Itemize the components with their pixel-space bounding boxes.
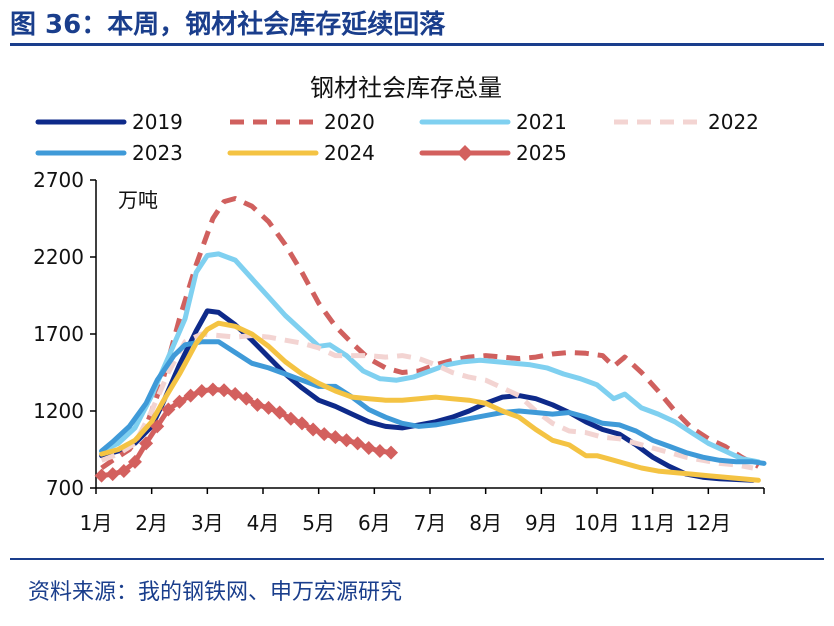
data-point-2025 bbox=[172, 394, 187, 409]
source-note: 资料来源：我的钢铁网、申万宏源研究 bbox=[28, 580, 403, 605]
x-tick-label: 10月 bbox=[574, 511, 619, 535]
legend-item-2023: 2023 bbox=[35, 141, 183, 165]
data-point-2025 bbox=[194, 383, 209, 398]
legend-item-2024: 2024 bbox=[227, 141, 375, 165]
data-point-2025 bbox=[261, 400, 276, 415]
x-tick-label: 1月 bbox=[80, 511, 113, 535]
legend-label: 2021 bbox=[516, 110, 567, 134]
data-point-2025 bbox=[150, 419, 165, 434]
series-line-2021 bbox=[99, 251, 761, 465]
x-tick-label: 4月 bbox=[247, 511, 280, 535]
data-point-2025 bbox=[328, 430, 343, 445]
unit-label: 万吨 bbox=[118, 188, 158, 212]
data-point-2025 bbox=[306, 422, 321, 437]
data-point-2025 bbox=[217, 383, 232, 398]
x-tick-label: 12月 bbox=[686, 511, 731, 535]
x-tick-label: 11月 bbox=[630, 511, 675, 535]
legend-label: 2020 bbox=[324, 110, 375, 134]
data-point-2025 bbox=[384, 445, 399, 460]
source-divider bbox=[10, 558, 824, 560]
y-tick-label: 1200 bbox=[33, 399, 84, 423]
y-tick-label: 1700 bbox=[33, 322, 84, 346]
data-point-2025 bbox=[294, 416, 309, 431]
legend-label: 2024 bbox=[324, 141, 375, 165]
chart-title: 钢材社会库存总量 bbox=[310, 74, 502, 102]
legend-label: 2022 bbox=[708, 110, 759, 134]
data-point-2025 bbox=[205, 382, 220, 397]
legend-item-2022: 2022 bbox=[614, 110, 759, 134]
data-point-2025 bbox=[317, 427, 332, 442]
data-point-2025 bbox=[228, 387, 243, 402]
data-point-2025 bbox=[116, 464, 131, 479]
x-tick-label: 8月 bbox=[469, 511, 502, 535]
data-point-2025 bbox=[361, 440, 376, 455]
legend-label: 2025 bbox=[516, 141, 567, 165]
series-line-2024 bbox=[99, 320, 761, 483]
data-point-2025 bbox=[161, 402, 176, 417]
data-point-2025 bbox=[272, 405, 287, 420]
data-point-2025 bbox=[339, 433, 354, 448]
legend-label: 2019 bbox=[132, 110, 183, 134]
y-tick-label: 2200 bbox=[33, 245, 84, 269]
legend-item-2020: 2020 bbox=[230, 110, 375, 134]
title-divider bbox=[10, 43, 824, 46]
axes: 700 1200 1700 2200 2700 1月 2月 3月 4月 5月 6月 7月 8月 9月 10月… bbox=[33, 168, 765, 535]
x-tick-label: 3月 bbox=[191, 511, 224, 535]
series-line-2020 bbox=[100, 196, 760, 471]
data-point-2025 bbox=[283, 411, 298, 426]
data-point-2025 bbox=[139, 436, 154, 451]
series-2020 bbox=[100, 196, 760, 471]
x-tick-label: 2月 bbox=[135, 511, 168, 535]
data-point-2025 bbox=[372, 444, 387, 459]
data-point-2025 bbox=[127, 454, 142, 469]
series-line-2022 bbox=[100, 331, 754, 471]
data-point-2025 bbox=[239, 391, 254, 406]
legend-label: 2023 bbox=[132, 141, 183, 165]
data-point-2025 bbox=[183, 388, 198, 403]
x-tick-label: 9月 bbox=[525, 511, 558, 535]
series-2024 bbox=[99, 320, 761, 483]
series-2025 bbox=[94, 382, 399, 483]
series-layer bbox=[94, 196, 767, 483]
legend-marker bbox=[457, 145, 473, 161]
x-tick-label: 6月 bbox=[358, 511, 391, 535]
series-2022 bbox=[100, 331, 754, 471]
line-chart: 钢材社会库存总量 万吨 2019 2020 2021 2022 2023 2024 2025… bbox=[33, 74, 767, 535]
legend-item-2025: 2025 bbox=[419, 141, 567, 165]
data-point-2025 bbox=[94, 468, 109, 483]
y-tick-label: 700 bbox=[46, 476, 84, 500]
x-tick-label: 5月 bbox=[302, 511, 335, 535]
y-tick-label: 2700 bbox=[33, 168, 84, 192]
data-point-2025 bbox=[105, 467, 120, 482]
legend: 2019 2020 2021 2022 2023 2024 2025 bbox=[35, 110, 759, 165]
data-point-2025 bbox=[250, 397, 265, 412]
figure-title: 图 36：本周，钢材社会库存延续回落 bbox=[10, 10, 446, 40]
x-tick-label: 7月 bbox=[414, 511, 447, 535]
legend-item-2019: 2019 bbox=[35, 110, 183, 134]
legend-item-2021: 2021 bbox=[419, 110, 567, 134]
series-2021 bbox=[99, 251, 761, 465]
data-point-2025 bbox=[350, 436, 365, 451]
